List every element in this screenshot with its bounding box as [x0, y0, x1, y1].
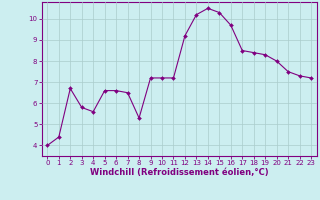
X-axis label: Windchill (Refroidissement éolien,°C): Windchill (Refroidissement éolien,°C): [90, 168, 268, 177]
